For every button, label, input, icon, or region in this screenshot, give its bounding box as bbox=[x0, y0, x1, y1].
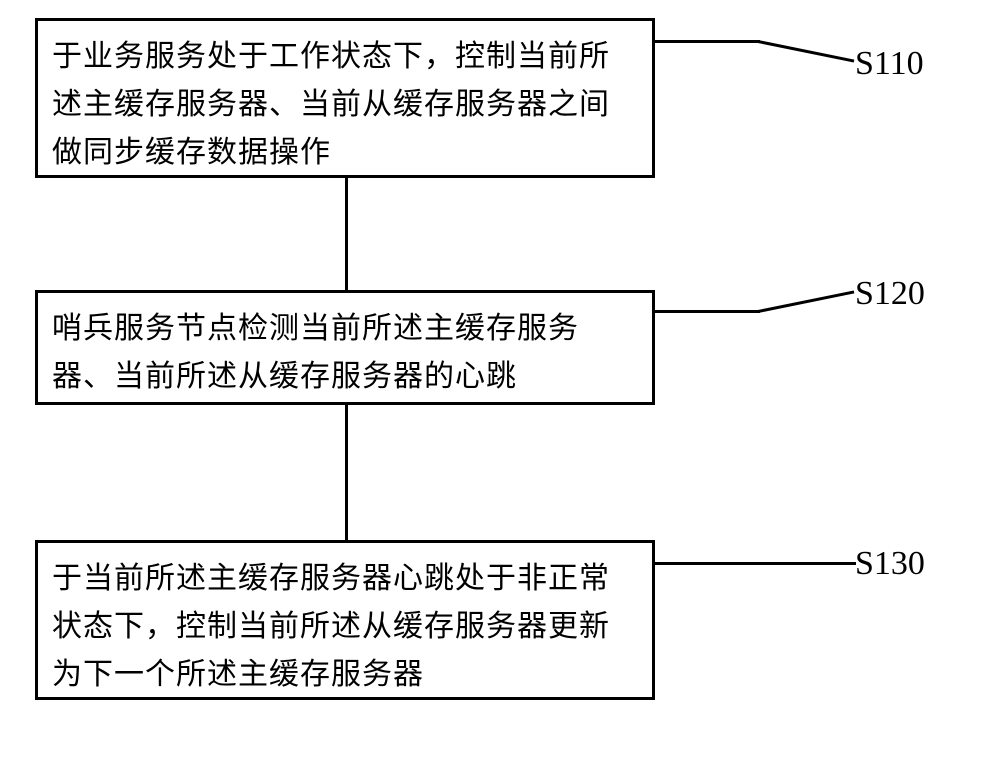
flow-node-s110-text: 于业务服务处于工作状态下，控制当前所述主缓存服务器、当前从缓存服务器之间做同步缓… bbox=[52, 40, 610, 169]
flow-node-s130: 于当前所述主缓存服务器心跳处于非正常状态下，控制当前所述从缓存服务器更新为下一个… bbox=[35, 540, 655, 700]
leader-s120-h bbox=[655, 310, 760, 313]
leader-s130-h bbox=[655, 562, 760, 565]
flow-node-s130-text: 于当前所述主缓存服务器心跳处于非正常状态下，控制当前所述从缓存服务器更新为下一个… bbox=[52, 562, 610, 691]
leader-s130-d bbox=[758, 562, 856, 565]
flow-node-s110: 于业务服务处于工作状态下，控制当前所述主缓存服务器、当前从缓存服务器之间做同步缓… bbox=[35, 18, 655, 178]
leader-s110-d bbox=[758, 40, 855, 62]
flowchart: 于业务服务处于工作状态下，控制当前所述主缓存服务器、当前从缓存服务器之间做同步缓… bbox=[0, 0, 1000, 765]
flow-label-s110-text: S110 bbox=[855, 45, 924, 82]
flow-label-s110: S110 bbox=[855, 45, 924, 83]
flow-label-s120-text: S120 bbox=[855, 275, 925, 312]
flow-label-s130: S130 bbox=[855, 545, 925, 583]
flow-node-s120-text: 哨兵服务节点检测当前所述主缓存服务器、当前所述从缓存服务器的心跳 bbox=[52, 312, 579, 393]
connector-s120-s130 bbox=[345, 405, 348, 540]
flow-label-s120: S120 bbox=[855, 275, 925, 313]
flow-node-s120: 哨兵服务节点检测当前所述主缓存服务器、当前所述从缓存服务器的心跳 bbox=[35, 290, 655, 405]
connector-s110-s120 bbox=[345, 178, 348, 290]
leader-s110-h bbox=[655, 40, 760, 43]
flow-label-s130-text: S130 bbox=[855, 545, 925, 582]
leader-s120-d bbox=[758, 290, 855, 312]
